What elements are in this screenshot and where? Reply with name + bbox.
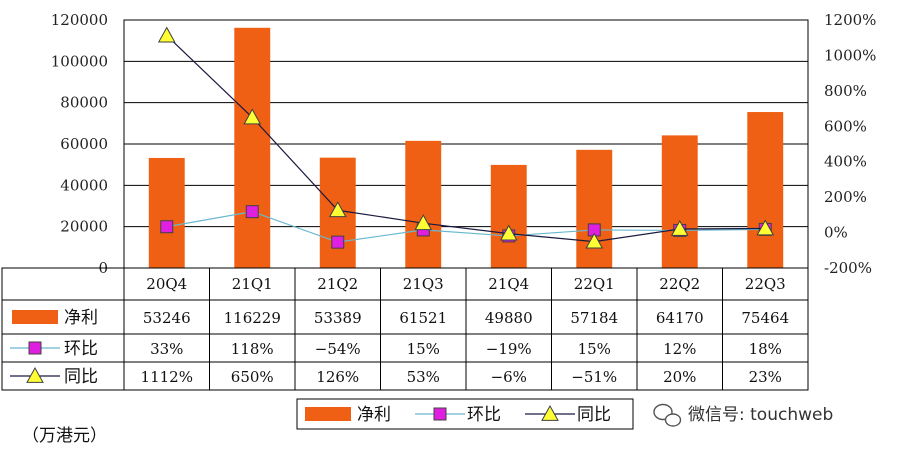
legend-marker	[541, 404, 559, 421]
point	[245, 205, 259, 219]
table-border	[1, 267, 809, 391]
point	[499, 224, 518, 241]
y-right-tick-label: 0%	[824, 224, 848, 242]
point	[328, 201, 347, 218]
y-right-tick-label: 600%	[824, 117, 867, 135]
point	[414, 214, 433, 231]
data-label: 126%	[316, 368, 359, 386]
watermark: 微信号: touchweb	[653, 403, 833, 427]
data-label: −6%	[491, 368, 527, 386]
data-label: −51%	[571, 368, 617, 386]
x-tick-label: 21Q3	[403, 275, 444, 293]
data-label: 23%	[749, 368, 782, 386]
data-label: 64170	[656, 309, 704, 327]
data-label: 116229	[224, 309, 281, 327]
point	[670, 219, 689, 236]
point	[585, 232, 604, 249]
table-key	[12, 310, 58, 324]
bar	[576, 149, 613, 268]
data-label: 15%	[578, 340, 611, 358]
y-right-tick-label: 200%	[824, 188, 867, 206]
y-right-tick-label: -200%	[824, 259, 872, 277]
legend-label: 同比	[577, 405, 611, 425]
point	[160, 220, 174, 234]
y-left-tick-label: 120000	[51, 11, 108, 29]
x-tick-label: 20Q4	[146, 275, 187, 293]
data-label: 118%	[231, 340, 274, 358]
bar	[148, 157, 185, 268]
legend-swatch	[305, 407, 351, 421]
legend-label: 环比	[467, 405, 501, 425]
x-tick-label: 21Q4	[488, 275, 529, 293]
point	[243, 108, 262, 125]
bar	[661, 135, 698, 268]
data-label: 20%	[663, 368, 696, 386]
bar	[405, 140, 442, 268]
bar	[490, 164, 527, 268]
data-label: 1112%	[141, 368, 193, 386]
legend: 净利 环比 同比	[296, 398, 634, 430]
data-label: 75464	[741, 309, 789, 327]
table-key-marker	[28, 341, 42, 355]
data-label: 18%	[749, 340, 782, 358]
bar	[747, 112, 784, 268]
data-label: −54%	[315, 340, 361, 358]
legend-marker	[433, 407, 447, 421]
y-right-tick-label: 1000%	[824, 46, 876, 64]
x-tick-label: 22Q2	[659, 275, 700, 293]
legend-label: 净利	[357, 405, 391, 425]
data-label: 33%	[150, 340, 183, 358]
data-label: 650%	[231, 368, 274, 386]
y-left-tick-label: 100000	[51, 52, 108, 70]
table-key-marker	[26, 366, 44, 383]
x-tick-label: 22Q3	[745, 275, 786, 293]
unit-label: （万港元）	[22, 426, 107, 446]
y-right-tick-label: 1200%	[824, 11, 876, 29]
data-table: 20Q4 21Q1 21Q2 21Q3 21Q4 22Q1 22Q2 22Q3 净利 53246 1…	[1, 267, 809, 391]
y-right-tick-label: 800%	[824, 82, 867, 100]
table-row-name: 净利	[64, 308, 98, 328]
data-label: 12%	[663, 340, 696, 358]
point	[331, 235, 345, 249]
gridlines	[124, 19, 808, 228]
data-label: 61521	[399, 309, 447, 327]
data-label: 49880	[485, 309, 533, 327]
data-label: 53%	[407, 368, 440, 386]
series-line	[166, 211, 766, 243]
lines	[157, 26, 775, 249]
x-tick-label: 21Q2	[317, 275, 358, 293]
y-left-tick-label: 40000	[60, 176, 108, 194]
bar	[234, 27, 271, 269]
y-left-tick-label: 60000	[60, 135, 108, 153]
point	[756, 219, 775, 236]
watermark-text: 微信号: touchweb	[688, 405, 833, 425]
table-row-name: 环比	[64, 339, 98, 359]
data-label: 57184	[570, 309, 618, 327]
x-tick-label: 21Q1	[232, 275, 273, 293]
series-line	[166, 35, 766, 243]
wechat-icon	[653, 403, 673, 421]
y-right-tick-label: 400%	[824, 153, 867, 171]
data-label: 53246	[143, 309, 191, 327]
y-left-tick-label: 80000	[60, 94, 108, 112]
point	[157, 26, 176, 43]
data-label: 15%	[407, 340, 440, 358]
wechat-icon-bubble	[664, 413, 682, 427]
x-tick-label: 22Q1	[574, 275, 615, 293]
y-left-tick-label: 20000	[60, 218, 108, 236]
data-label: 53389	[314, 309, 362, 327]
axes: 020000400006000080000100000120000-200%0%…	[51, 11, 877, 277]
bars	[148, 27, 784, 269]
data-label: −19%	[486, 340, 532, 358]
table-row-name: 同比	[64, 367, 98, 387]
